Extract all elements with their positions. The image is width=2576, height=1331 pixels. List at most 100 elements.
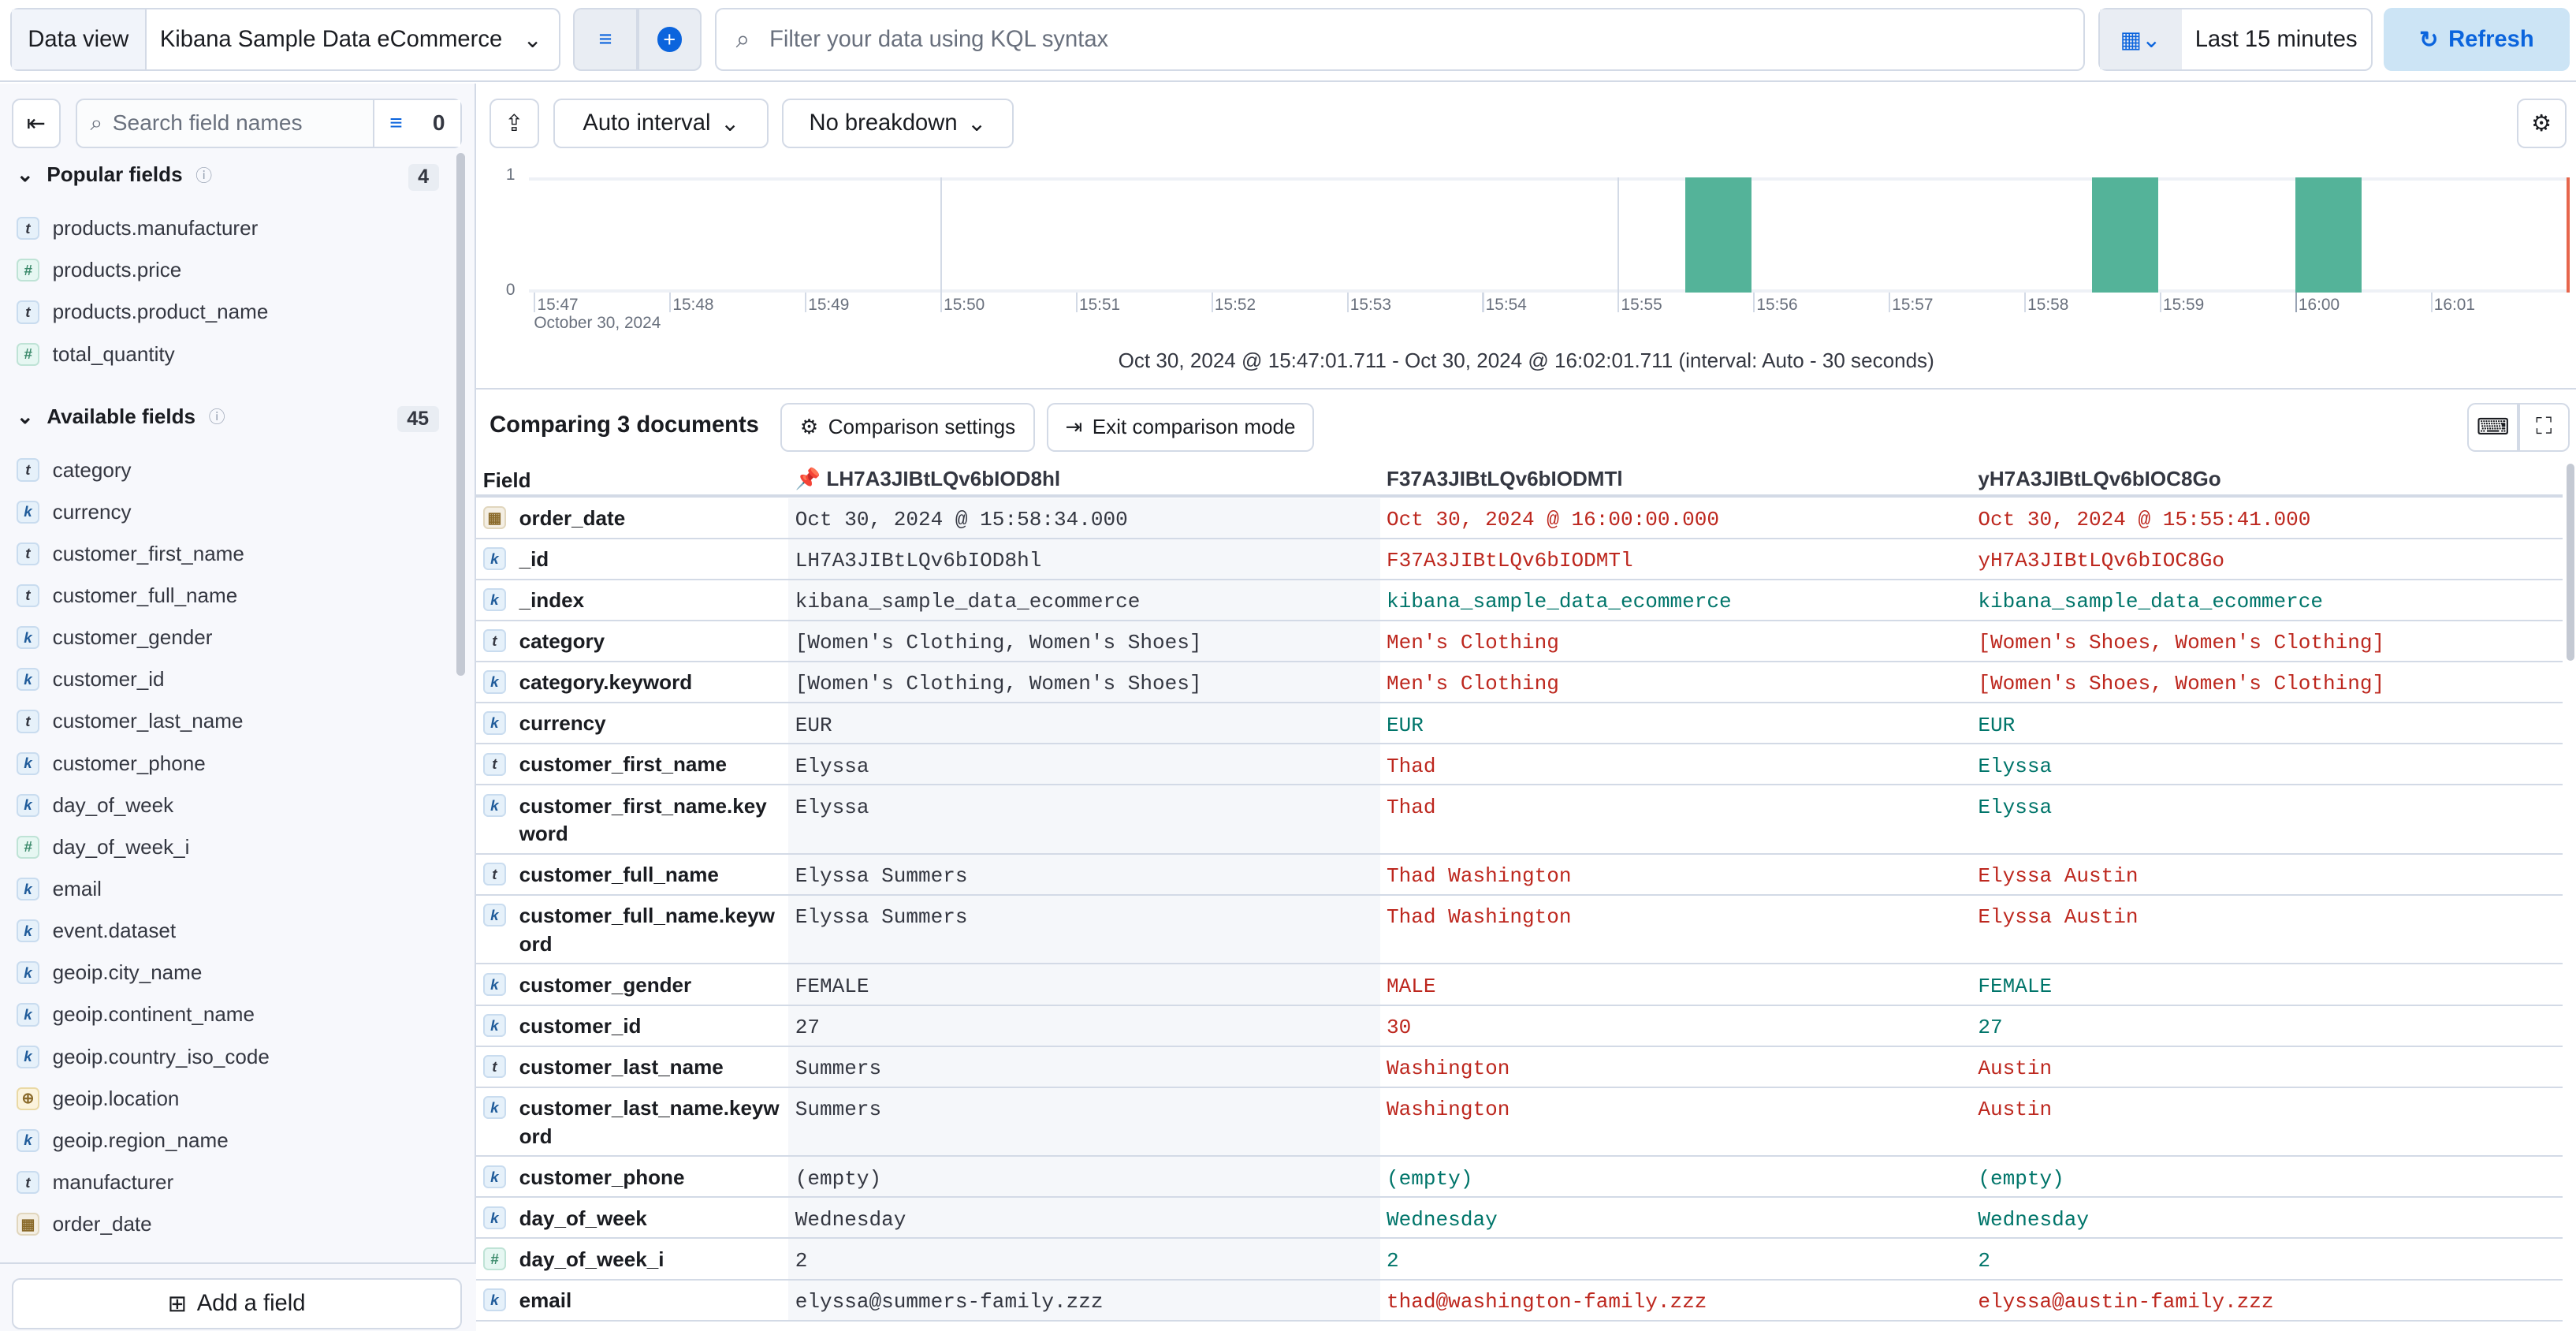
interval-select[interactable]: Auto interval ⌄: [553, 99, 769, 148]
value-cell: MALE: [1387, 974, 1436, 998]
add-field-button[interactable]: ⊞ Add a field: [11, 1278, 462, 1330]
value-cell: [Women's Shoes, Women's Clothing]: [1978, 672, 2385, 696]
x-tick-label: 15:52: [1214, 296, 1256, 315]
field-type-k-icon: k: [16, 793, 39, 817]
filter-icon: ≡: [389, 110, 403, 136]
field-name: email: [519, 1288, 572, 1312]
keyboard-icon: ⌨: [2476, 415, 2510, 441]
pinned-value-cell: [Women's Clothing, Women's Shoes]: [788, 662, 1380, 703]
doc-column-header[interactable]: yH7A3JIBtLQv6bIOC8Go: [1978, 466, 2221, 490]
popular-fields-title: Popular fields: [47, 162, 183, 187]
popular-fields-toggle[interactable]: ⌄ Popular fields ⓘ: [17, 162, 212, 187]
chart-toggle-button[interactable]: ⇪: [490, 99, 539, 148]
sidebar-field-item[interactable]: k event.dataset: [16, 915, 176, 948]
comparison-settings-label: Comparison settings: [828, 415, 1016, 439]
value-cell: [Women's Shoes, Women's Clothing]: [1978, 631, 2385, 655]
calendar-icon[interactable]: ▦⌄: [2099, 9, 2182, 69]
value-cell: thad@washington-family.zzz: [1387, 1290, 1707, 1314]
available-fields-toggle[interactable]: ⌄ Available fields ⓘ: [17, 405, 225, 429]
field-search-input[interactable]: ⌕ Search field names ≡ 0: [75, 99, 462, 148]
field-name: customer_full_name: [519, 863, 719, 887]
pinned-value-cell: Elyssa Summers: [788, 854, 1380, 894]
sidebar-field-item[interactable]: t customer_full_name: [16, 580, 237, 613]
sidebar-field-item[interactable]: # day_of_week_i: [16, 831, 190, 864]
sidebar-field-item[interactable]: ▦ order_date: [16, 1208, 152, 1241]
sidebar-field-item[interactable]: k email: [16, 873, 102, 906]
field-cell: k customer_full_name.keyword: [476, 896, 788, 964]
sidebar-field-item[interactable]: t manufacturer: [16, 1166, 173, 1199]
histogram-bar[interactable]: [1685, 177, 1752, 293]
sidebar-field-item[interactable]: # total_quantity: [16, 337, 175, 371]
field-name: category: [52, 457, 132, 482]
field-name: customer_full_name.keyword: [519, 904, 775, 956]
sidebar-field-item[interactable]: k geoip.country_iso_code: [16, 1040, 270, 1073]
field-name: geoip.city_name: [52, 960, 203, 985]
value-cell: Washington: [1387, 1098, 1510, 1122]
pinned-value-cell: EUR: [788, 703, 1380, 744]
sidebar-field-item[interactable]: k day_of_week: [16, 789, 173, 822]
info-icon: ⓘ: [208, 408, 225, 427]
field-name: day_of_week_i: [52, 834, 190, 859]
sidebar-field-item[interactable]: t products.product_name: [16, 296, 268, 329]
sidebar-field-item[interactable]: t products.manufacturer: [16, 212, 258, 245]
sidebar-field-item[interactable]: ⊕ geoip.location: [16, 1082, 179, 1115]
sidebar-field-item[interactable]: k customer_phone: [16, 747, 206, 780]
chart-options-button[interactable]: ⚙: [2516, 99, 2567, 148]
chevron-down-icon: ⌄: [16, 404, 34, 428]
sidebar-field-item[interactable]: t customer_first_name: [16, 538, 244, 571]
doc-column-header[interactable]: F37A3JIBtLQv6bIODMTl: [1387, 466, 1623, 490]
sidebar-scrollbar[interactable]: [456, 152, 465, 676]
sidebar-field-item[interactable]: # products.price: [16, 254, 181, 287]
table-row: k _id LH7A3JIBtLQv6bIOD8hl F37A3JIBtLQv6b…: [476, 539, 2563, 580]
fullscreen-button[interactable]: ⛶: [2518, 402, 2570, 453]
x-tick-label: 15:48: [672, 296, 714, 315]
date-picker[interactable]: ▦⌄ Last 15 minutes: [2098, 8, 2373, 71]
sidebar-field-item[interactable]: t category: [16, 453, 132, 487]
y-tick-label: 0: [505, 281, 516, 300]
popular-fields-count: 4: [408, 164, 439, 191]
keyboard-shortcuts-button[interactable]: ⌨: [2467, 402, 2519, 453]
value-cell: FEMALE: [1978, 974, 2053, 998]
comparison-settings-button[interactable]: ⚙ Comparison settings: [780, 402, 1036, 453]
x-tick-label: 15:58: [2027, 296, 2069, 315]
doc-column-header-pinned[interactable]: 📌 LH7A3JIBtLQv6bIOD8hl: [788, 460, 1067, 495]
add-filter-button[interactable]: +: [637, 8, 702, 71]
collapse-sidebar-button[interactable]: ⇤: [11, 99, 61, 148]
breakdown-select[interactable]: No breakdown ⌄: [782, 99, 1014, 148]
x-tick-label: 15:51: [1079, 296, 1121, 315]
y-tick-label: 1: [505, 166, 516, 185]
sidebar-field-item[interactable]: k geoip.city_name: [16, 956, 203, 990]
data-view-picker[interactable]: Data view Kibana Sample Data eCommerce ⌄: [9, 8, 560, 71]
x-gridline: [2430, 292, 2433, 312]
field-filter-button[interactable]: ≡ 0: [373, 100, 460, 147]
table-scrollbar[interactable]: [2566, 463, 2574, 661]
sidebar-field-item[interactable]: k geoip.continent_name: [16, 998, 255, 1031]
field-name: day_of_week_i: [519, 1247, 664, 1271]
refresh-button[interactable]: ↻ Refresh: [2384, 8, 2570, 71]
value-cell: EUR: [1978, 713, 2016, 737]
field-name: customer_gender: [519, 972, 692, 997]
field-type-date-icon: ▦: [16, 1213, 39, 1236]
sidebar-field-item[interactable]: k geoip.region_name: [16, 1124, 229, 1158]
field-type-k-icon: k: [16, 500, 39, 524]
sidebar-field-item[interactable]: k customer_id: [16, 663, 165, 696]
time-range[interactable]: Last 15 minutes: [2194, 26, 2358, 52]
sidebar-field-item[interactable]: k currency: [16, 495, 132, 528]
histogram-bar[interactable]: [2295, 177, 2362, 293]
exit-comparison-button[interactable]: ⇥ Exit comparison mode: [1046, 402, 1315, 453]
pinned-value-cell: Elyssa: [788, 744, 1380, 785]
histogram-bar[interactable]: [2091, 177, 2158, 293]
value-cell: (empty): [1387, 1166, 1473, 1191]
breakdown-value: No breakdown: [809, 110, 958, 136]
sidebar-field-item[interactable]: t customer_last_name: [16, 705, 243, 738]
value-cell: yH7A3JIBtLQv6bIOC8Go: [1978, 549, 2224, 573]
field-cell: t customer_last_name: [476, 1047, 788, 1087]
sidebar-field-item[interactable]: k customer_gender: [16, 621, 212, 654]
kql-search-input[interactable]: ⌕ Filter your data using KQL syntax: [714, 8, 2085, 71]
x-tick-label: 15:55: [1621, 296, 1662, 315]
pinned-value-cell: elyssa@summers-family.zzz: [788, 1280, 1380, 1320]
x-gridline: [1617, 177, 1620, 312]
filter-options-button[interactable]: ≡: [573, 8, 638, 71]
field-type-k-icon: k: [16, 668, 39, 692]
field-type-k-icon: k: [16, 919, 39, 943]
